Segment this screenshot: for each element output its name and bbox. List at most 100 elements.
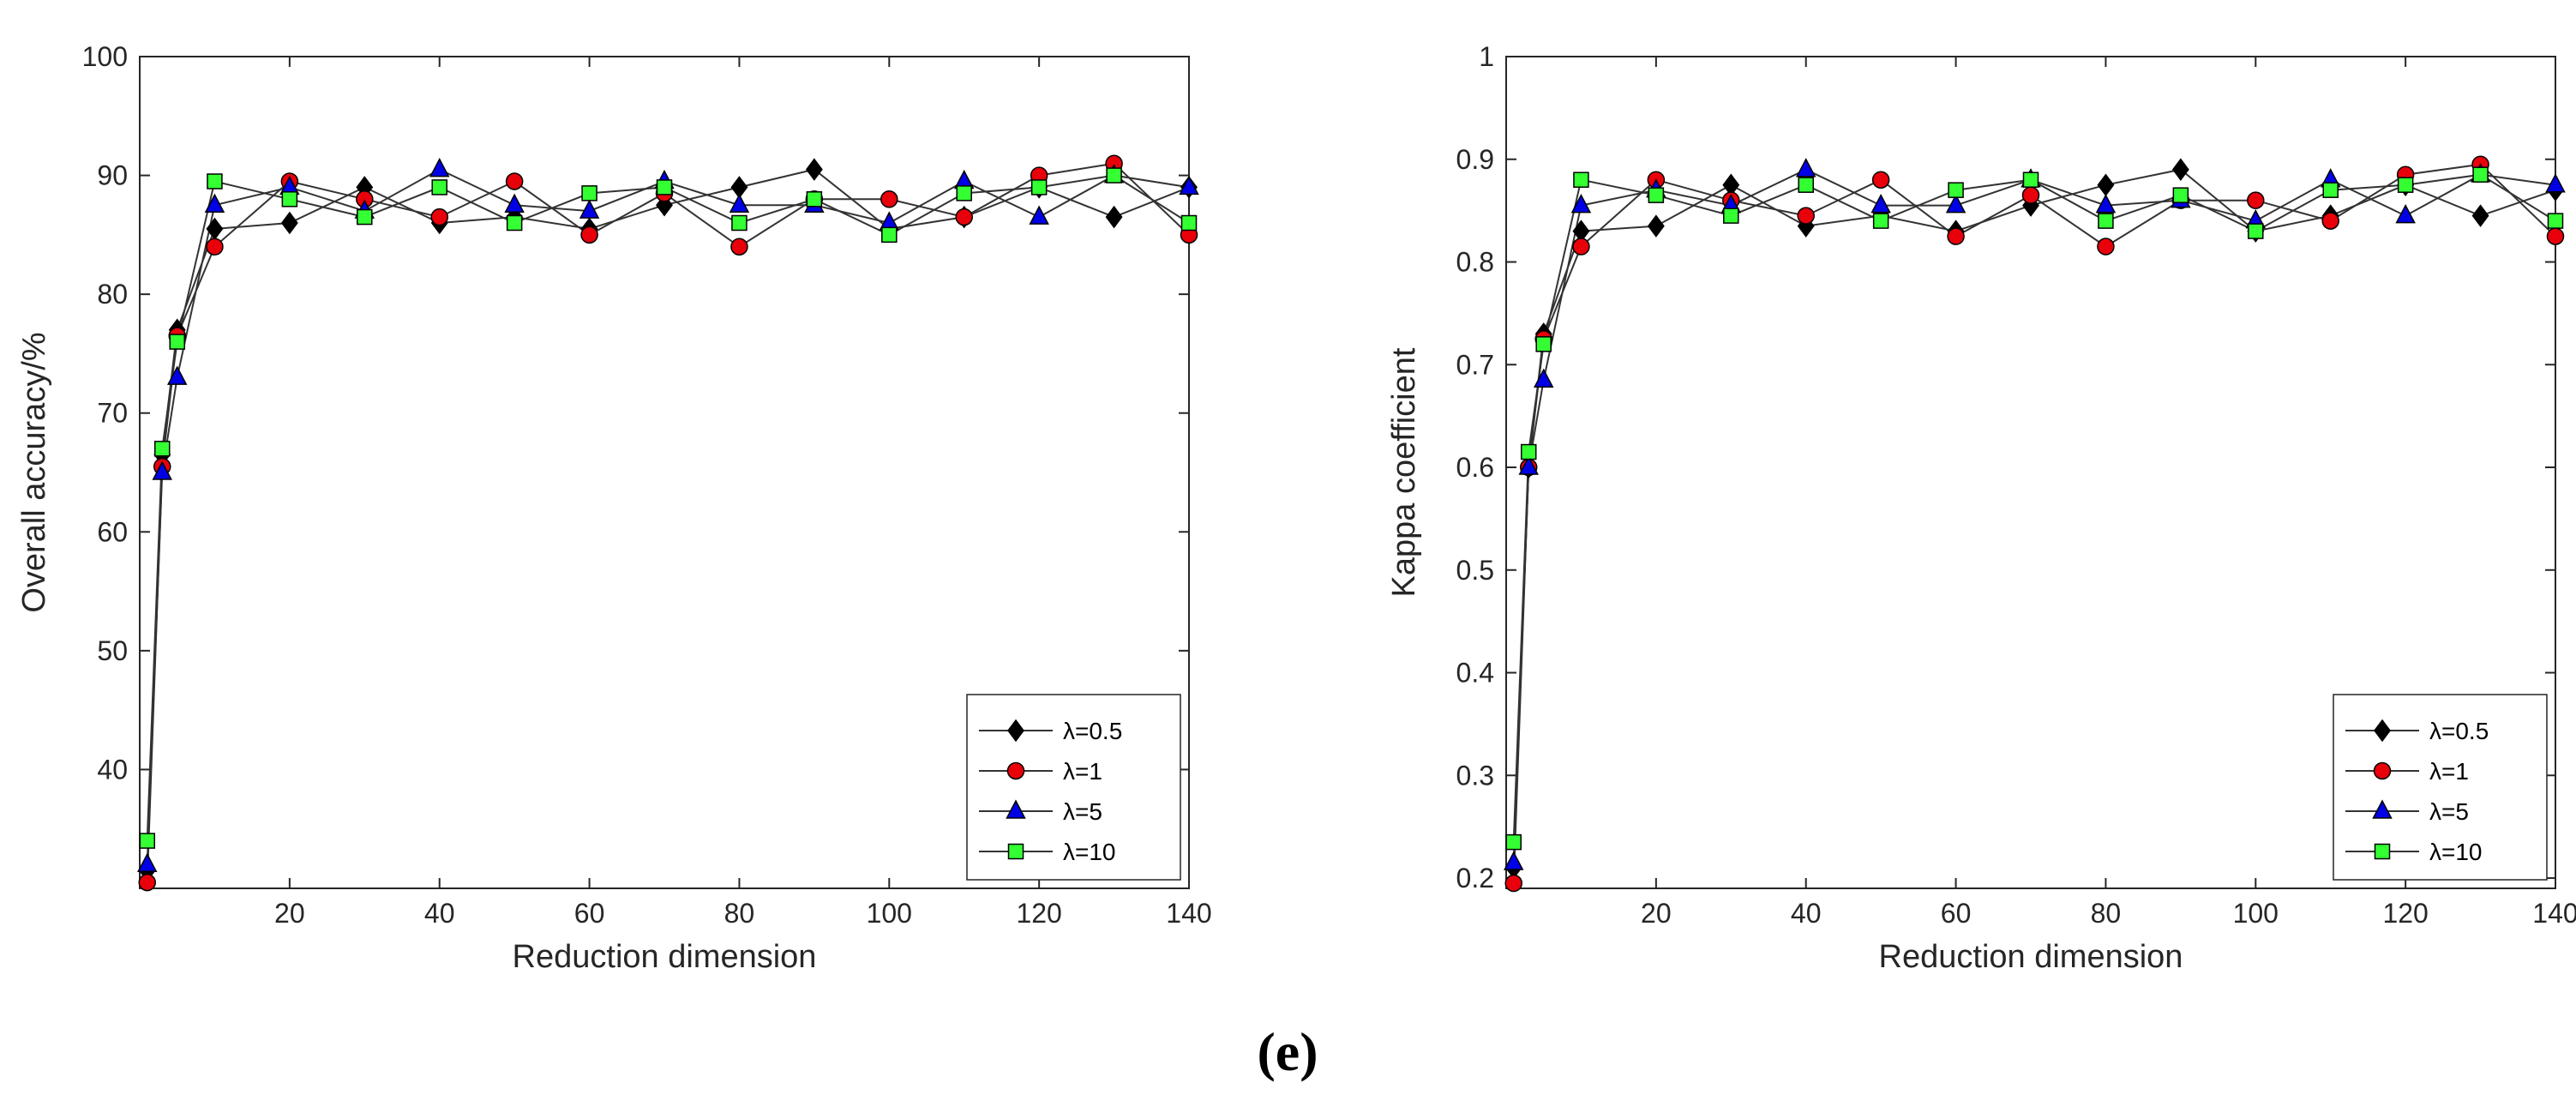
accuracy-x-tick-label: 140 [1166,898,1211,929]
accuracy-series-2-point [1029,205,1049,225]
kappa-x-tick-label: 80 [2091,898,2122,929]
accuracy-series-3-point [1180,214,1198,232]
kappa-legend-label: λ=1 [2429,758,2469,785]
accuracy-legend-box [966,694,1181,881]
kappa-series-3-point [2248,223,2264,239]
kappa-legend-label: λ=5 [2429,798,2469,825]
accuracy-series-1-point [138,873,156,892]
accuracy-series-2-point [204,193,225,213]
kappa-legend-marker-1 [2373,761,2392,780]
accuracy-series-0-point [280,211,298,235]
accuracy-x-axis-label: Reduction dimension [513,939,817,975]
accuracy-y-axis-label: Overall accuracy/% [16,332,52,612]
kappa-x-tick-label: 100 [2233,898,2279,929]
accuracy-series-3-point [153,441,171,457]
figure-caption: (e) [1257,1021,1318,1082]
kappa-series-3-point [1872,213,1889,229]
kappa-series-1-point [2097,238,2115,256]
kappa-series-3-point [2022,171,2039,188]
accuracy-series-3-point [1106,167,1122,184]
accuracy-series-3-point [169,334,185,350]
kappa-series-3-point [2397,177,2414,193]
accuracy-legend-marker-1 [1006,761,1025,780]
accuracy-legend: λ=0.5 λ=1 λ=5 λ=10 [966,694,1181,881]
kappa-legend-label: λ=10 [2429,839,2483,865]
kappa-series-3-point [2472,166,2489,183]
kappa-series-2-point [1518,455,1539,475]
kappa-y-tick-label: 0.5 [1456,555,1494,586]
kappa-series-1-point [2021,186,2040,204]
accuracy-series-1-point [880,190,898,208]
accuracy-x-tick-label: 20 [274,898,305,929]
accuracy-series-1-point [505,172,524,190]
accuracy-legend-marker-0 [1007,719,1024,743]
accuracy-series-3-point [806,191,823,208]
accuracy-series-2-point [729,193,750,213]
kappa-series-3-point [1505,833,1522,851]
kappa-y-tick-label: 0.2 [1456,863,1494,893]
kappa-x-tick-label: 20 [1641,898,1672,929]
kappa-series-2-point [1870,194,1891,214]
accuracy-legend-label: λ=0.5 [1063,718,1122,744]
kappa-series-2-point [1533,368,1554,388]
accuracy-x-tick-label: 100 [867,898,912,929]
kappa-series-1-point [1871,171,1890,189]
accuracy-series-3-point [1030,179,1048,196]
accuracy-series-0-point [805,158,823,181]
kappa-series-3-point [1723,208,1739,224]
kappa-legend-marker-3 [2374,843,2391,860]
accuracy-series-1-point [730,238,748,256]
accuracy-y-tick-label: 100 [82,41,128,72]
kappa-y-tick-label: 1 [1479,41,1494,72]
accuracy-series-3-point [431,179,447,196]
kappa-series-1-point [1797,207,1815,225]
accuracy-series-3-point [357,208,373,226]
kappa-series-2-point [2545,173,2566,193]
accuracy-x-tick-label: 60 [574,898,605,929]
accuracy-y-tick-label: 60 [97,516,128,547]
kappa-series-2-point [1504,851,1524,870]
accuracy-series-0-point [1105,205,1123,229]
accuracy-series-3-point [731,214,748,232]
kappa-x-tick-label: 120 [2382,898,2428,929]
accuracy-series-2-point [429,158,450,177]
accuracy-x-tick-label: 40 [424,898,455,929]
accuracy-x-tick-label: 80 [724,898,755,929]
accuracy-y-tick-label: 80 [97,279,128,310]
kappa-x-tick-label: 40 [1791,898,1822,929]
kappa-y-tick-label: 0.4 [1456,658,1494,689]
kappa-series-3-point [1535,336,1552,352]
accuracy-series-3-point [281,191,298,208]
accuracy-series-3-point [656,179,673,196]
accuracy-series-2-point [579,199,600,219]
kappa-y-tick-label: 0.6 [1456,452,1494,483]
accuracy-y-tick-label: 70 [97,398,128,429]
kappa-legend-label: λ=0.5 [2429,718,2489,744]
kappa-legend-marker-0 [2374,719,2391,743]
accuracy-legend-label: λ=10 [1063,839,1116,865]
kappa-x-tick-label: 60 [1941,898,1972,929]
kappa-series-1-point [1947,227,1965,245]
kappa-series-3-point [2172,187,2189,203]
accuracy-series-2-point [137,852,158,873]
kappa-series-1-point [1572,238,1590,256]
kappa-x-axis-label: Reduction dimension [1879,939,2183,975]
accuracy-legend-label: λ=1 [1063,758,1102,785]
accuracy-x-tick-label: 120 [1016,898,1061,929]
kappa-series-0-point [2171,158,2189,181]
kappa-series-1-point [1504,874,1522,893]
kappa-legend: λ=0.5 λ=1 λ=5 λ=10 [2333,694,2548,881]
kappa-series-3-point [2547,213,2564,229]
accuracy-series-2-point [1179,175,1199,196]
accuracy-series-2-point [504,193,525,213]
kappa-series-1-point [2247,191,2265,209]
kappa-series-2-point [2395,204,2416,224]
kappa-y-axis-label: Kappa coefficient [1386,347,1422,597]
kappa-series-2-point [1570,194,1592,214]
accuracy-series-3-point [881,226,898,244]
kappa-series-3-point [2322,182,2339,198]
accuracy-series-3-point [956,185,972,202]
kappa-series-1-point [2321,212,2339,230]
kappa-series-3-point [2098,213,2114,229]
kappa-series-0-point [1647,214,1665,238]
